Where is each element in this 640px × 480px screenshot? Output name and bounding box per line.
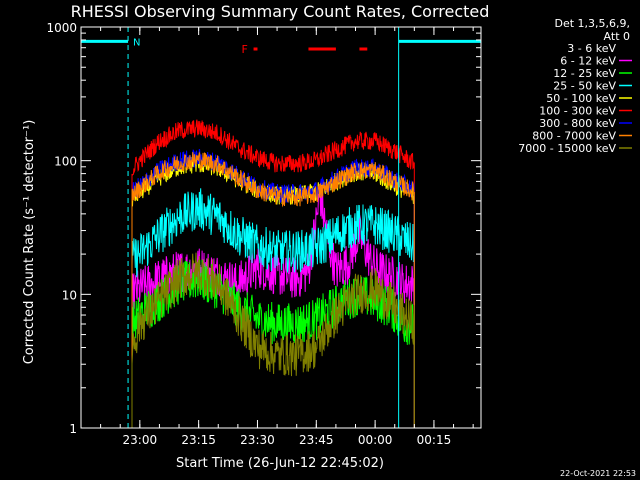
y-tick-label: 1000 xyxy=(46,21,77,35)
footer-timestamp: 22-Oct-2021 22:53 xyxy=(560,469,636,478)
plot-data xyxy=(131,119,415,429)
legend-label: 12 - 25 keV xyxy=(553,67,616,80)
x-tick-label: 00:00 xyxy=(358,433,393,447)
chart-title: RHESSI Observing Summary Count Rates, Co… xyxy=(71,2,490,21)
legend-label: 25 - 50 keV xyxy=(553,80,616,93)
y-tick-label: 1 xyxy=(69,422,77,436)
x-tick-label: 23:00 xyxy=(123,433,158,447)
series-line xyxy=(131,148,415,428)
legend-label: 3 - 6 keV xyxy=(567,42,616,55)
series-line xyxy=(131,259,415,428)
axes: 23:00 23:15 23:30 23:45 00:00 00:15 1 10 100 1000 xyxy=(46,21,481,447)
x-tick-label: 23:45 xyxy=(299,433,334,447)
legend-label: 6 - 12 keV xyxy=(560,55,616,68)
legend-label: 7000 - 15000 keV xyxy=(518,142,616,155)
series-line xyxy=(131,252,415,428)
series-line xyxy=(131,151,415,428)
legend-label: 50 - 100 keV xyxy=(546,92,616,105)
y-tick-label: 100 xyxy=(54,155,77,169)
legend-label: 300 - 800 keV xyxy=(539,117,616,130)
y-tick-label: 10 xyxy=(62,288,77,302)
flare-flag: F xyxy=(242,43,248,56)
plot-frame xyxy=(80,26,482,429)
legend-label: 800 - 7000 keV xyxy=(532,130,616,143)
x-tick-label: 23:30 xyxy=(240,433,275,447)
legend-header-line-2: Att 0 xyxy=(604,30,630,43)
night-flag: N xyxy=(133,37,140,48)
x-tick-label: 23:15 xyxy=(181,433,216,447)
series-line xyxy=(131,182,415,428)
legend-label: 100 - 300 keV xyxy=(539,105,616,118)
x-tick-label: 00:15 xyxy=(417,433,452,447)
series-line xyxy=(131,119,415,428)
series-line xyxy=(131,188,415,428)
x-axis-label: Start Time (26-Jun-12 22:45:02) xyxy=(176,456,384,471)
legend-header-line-1: Det 1,3,5,6,9, xyxy=(554,17,630,30)
y-axis-label: Corrected Count Rate (s⁻¹ detector⁻¹) xyxy=(22,120,37,365)
